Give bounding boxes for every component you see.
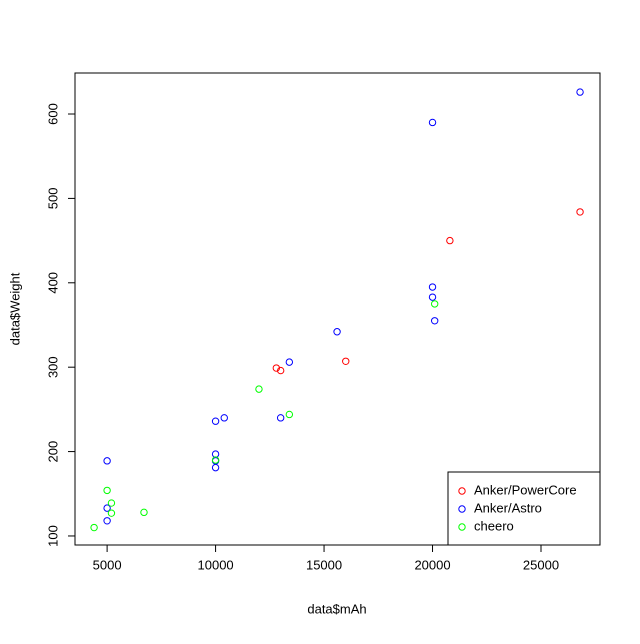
point bbox=[430, 317, 439, 325]
legend-label: Anker/Astro bbox=[474, 500, 542, 515]
point bbox=[428, 283, 437, 291]
point bbox=[90, 523, 98, 532]
point bbox=[211, 463, 220, 472]
x-axis-label: data$mAh bbox=[307, 601, 366, 616]
point bbox=[285, 410, 294, 419]
legend-marker bbox=[458, 523, 466, 531]
point bbox=[276, 414, 285, 422]
point bbox=[428, 118, 437, 127]
legend-marker bbox=[458, 487, 466, 495]
point bbox=[107, 509, 116, 517]
point bbox=[430, 300, 439, 308]
point bbox=[255, 385, 263, 393]
point bbox=[276, 366, 285, 375]
y-tick-label: 400 bbox=[45, 272, 60, 294]
legend-marker bbox=[458, 505, 466, 513]
x-tick-label: 20000 bbox=[414, 557, 450, 572]
y-axis-label: data$Weight bbox=[7, 272, 22, 345]
legend-box bbox=[447, 471, 601, 546]
legend-label: Anker/PowerCore bbox=[474, 482, 577, 497]
x-tick-label: 10000 bbox=[198, 557, 234, 572]
point bbox=[576, 88, 584, 96]
point bbox=[285, 358, 294, 366]
point bbox=[576, 208, 584, 216]
x-tick-label: 15000 bbox=[306, 557, 342, 572]
point bbox=[333, 328, 341, 336]
point bbox=[342, 357, 350, 365]
point bbox=[211, 456, 220, 464]
point bbox=[446, 236, 454, 245]
point bbox=[140, 508, 148, 517]
point bbox=[220, 414, 228, 422]
point bbox=[103, 517, 111, 525]
point bbox=[272, 364, 281, 372]
point bbox=[428, 293, 437, 301]
y-tick-label: 100 bbox=[45, 525, 60, 547]
x-tick-label: 25000 bbox=[523, 557, 559, 572]
point bbox=[103, 457, 111, 465]
x-tick-label: 5000 bbox=[93, 557, 122, 572]
point bbox=[107, 499, 116, 507]
y-tick-label: 200 bbox=[45, 441, 60, 463]
y-tick-label: 500 bbox=[45, 188, 60, 210]
point bbox=[103, 486, 111, 495]
y-tick-label: 300 bbox=[45, 356, 60, 378]
legend-label: cheero bbox=[474, 518, 514, 533]
point bbox=[103, 504, 111, 512]
point bbox=[211, 417, 220, 425]
y-tick-label: 600 bbox=[45, 103, 60, 125]
